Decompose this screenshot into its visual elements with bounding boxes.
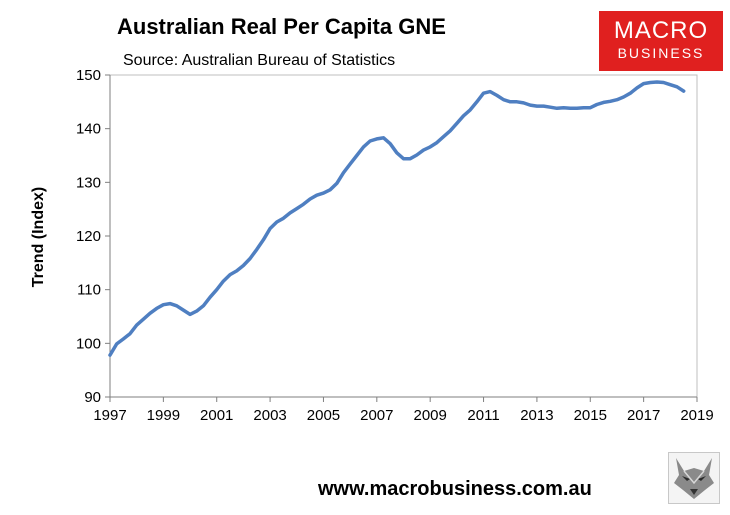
logo-line-2: BUSINESS: [617, 45, 705, 61]
macrobusiness-logo: MACRO BUSINESS: [599, 11, 723, 71]
x-tick-label: 2013: [520, 407, 553, 424]
series-layer: [108, 80, 686, 357]
chart-title: Australian Real Per Capita GNE: [117, 14, 446, 39]
x-tick-label: 2009: [413, 407, 446, 424]
x-tick-label: 2003: [253, 407, 286, 424]
y-tick-label: 120: [76, 228, 101, 245]
wolf-icon: [668, 452, 720, 504]
y-tick-label: 100: [76, 335, 101, 352]
plot-area-border: [109, 74, 698, 398]
x-tick-label: 2001: [200, 407, 233, 424]
y-tick-label: 110: [77, 282, 101, 299]
x-tick-label: 1997: [93, 407, 126, 424]
x-tick-label: 1999: [147, 407, 180, 424]
x-tick-label: 2005: [307, 407, 340, 424]
x-tick-label: 2017: [627, 407, 660, 424]
y-axis-label: Trend (Index): [30, 187, 47, 287]
y-tick-label: 90: [84, 389, 101, 406]
x-tick-label: 2007: [360, 407, 393, 424]
axes: 90 100 110 120 130 140 150 1997 1999 2001 2003 2005…: [76, 67, 714, 424]
x-tick-label: 2011: [467, 407, 499, 424]
logo-line-1: MACRO: [613, 17, 709, 44]
series-line-0: [108, 80, 686, 357]
x-tick-label: 2015: [574, 407, 607, 424]
y-tick-label: 150: [76, 67, 101, 84]
x-tick-label: 2019: [680, 407, 713, 424]
y-tick-label: 140: [76, 121, 101, 138]
website-url: www.macrobusiness.com.au: [318, 478, 592, 500]
y-tick-label: 130: [76, 174, 101, 191]
chart-subtitle: Source: Australian Bureau of Statistics: [123, 52, 396, 69]
